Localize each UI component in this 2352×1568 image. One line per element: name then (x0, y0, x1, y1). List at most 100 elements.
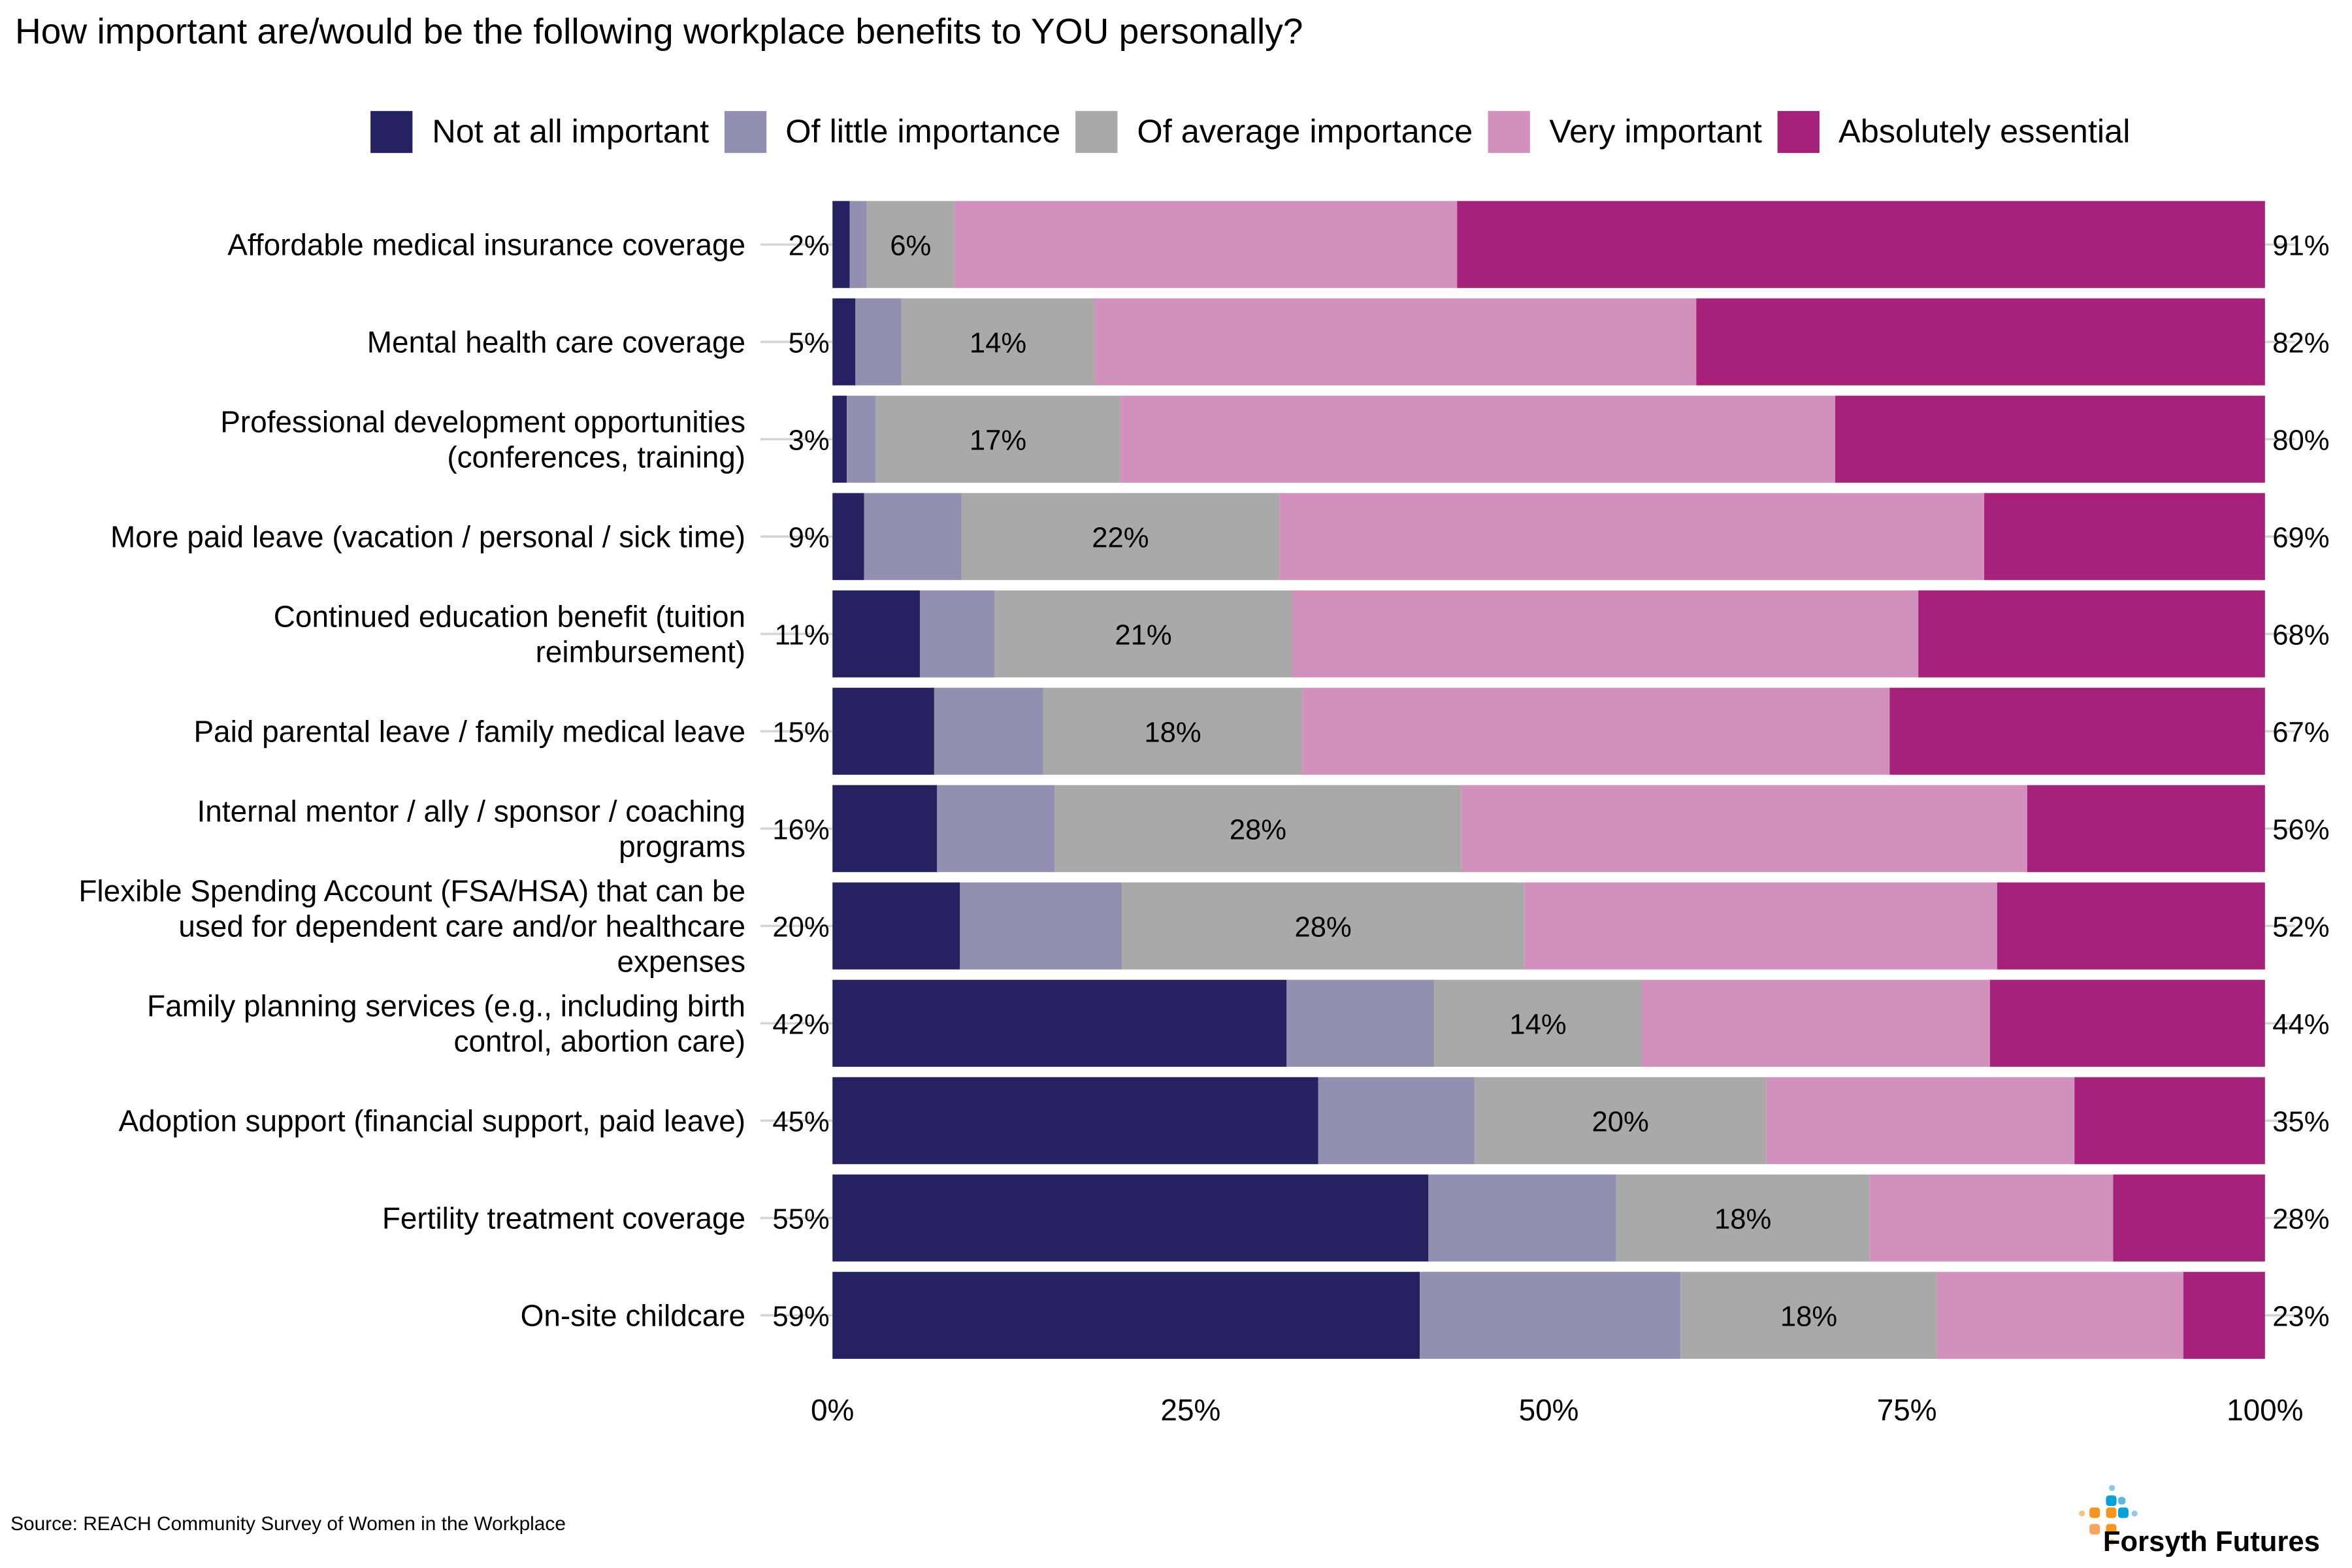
y-axis-category-label: programs (619, 829, 745, 863)
data-label-left-total: 3% (789, 425, 830, 456)
y-axis-category-label: Continued education benefit (tuition (274, 599, 745, 633)
bar-segment-not-at-all-important (832, 395, 847, 483)
bar-segment-of-average-importance (866, 201, 955, 288)
data-label-right-total: 91% (2272, 230, 2329, 261)
x-axis-tick-label: 50% (1519, 1393, 1579, 1427)
data-label-average: 28% (1295, 911, 1352, 943)
bar-segment-of-little-importance (937, 785, 1055, 872)
data-label-average: 14% (970, 327, 1026, 359)
data-label-left-total: 45% (772, 1106, 829, 1137)
y-axis-category-label: expenses (617, 944, 746, 978)
bar-segment-of-little-importance (1286, 979, 1435, 1067)
bar-segment-of-little-importance (1318, 1077, 1475, 1164)
legend-item-not-at-all-important: Not at all important (370, 110, 709, 154)
data-label-left-total: 55% (772, 1203, 829, 1235)
forsyth-futures-logo: Forsyth Futures (2076, 1482, 2352, 1566)
legend-label: Very important (1549, 112, 1762, 150)
data-label-left-total: 59% (772, 1301, 829, 1332)
data-label-average: 18% (1780, 1301, 1837, 1332)
data-label-right-total: 80% (2272, 425, 2329, 456)
logo-dot (2106, 1507, 2117, 1518)
logo-dot (2089, 1524, 2100, 1535)
bar-segment-of-little-importance (960, 882, 1122, 970)
bar-segment-very-important (1642, 979, 1990, 1067)
data-label-left-total: 20% (772, 911, 829, 943)
bar-segment-of-little-importance (919, 590, 994, 678)
data-label-average: 14% (1509, 1009, 1566, 1040)
data-label-left-total: 11% (775, 619, 830, 651)
bar-segment-not-at-all-important (832, 785, 938, 872)
data-label-right-total: 82% (2272, 327, 2329, 359)
bar-segment-of-average-importance (1054, 785, 1462, 872)
data-label-right-total: 28% (2272, 1203, 2329, 1235)
y-axis-category-label: Paid parental leave / family medical lea… (193, 714, 745, 748)
bar-segment-very-important (1524, 882, 1997, 970)
bar-segment-of-average-importance (1043, 687, 1303, 775)
bar-segment-of-average-importance (1680, 1271, 1937, 1359)
bar-segment-very-important (1766, 1077, 2075, 1164)
bar-segment-of-average-importance (1122, 882, 1525, 970)
bar-segment-of-little-importance (1428, 1174, 1616, 1262)
logo-dot (2117, 1497, 2126, 1505)
data-label-average: 21% (1115, 619, 1171, 651)
x-axis-tick-label: 100% (2227, 1393, 2303, 1427)
bar-segment-absolutely-essential (1696, 298, 2265, 385)
chart-title: How important are/would be the following… (14, 12, 1303, 53)
bar-segment-absolutely-essential (1989, 979, 2265, 1067)
x-axis-tick-label: 75% (1877, 1393, 1937, 1427)
legend-swatch (724, 110, 766, 154)
source-note: Source: REACH Community Survey of Women … (10, 1512, 566, 1535)
legend-item-absolutely-essential: Absolutely essential (1776, 110, 2130, 154)
y-axis-category-label: Mental health care coverage (367, 325, 745, 359)
data-label-left-total: 16% (772, 814, 829, 845)
legend-swatch (370, 110, 413, 154)
bar-segment-not-at-all-important (832, 882, 960, 970)
data-label-right-total: 52% (2272, 911, 2329, 943)
x-axis-tick-label: 25% (1160, 1393, 1220, 1427)
bar-segment-absolutely-essential (2113, 1174, 2265, 1262)
data-label-left-total: 2% (789, 230, 830, 261)
bar-segment-absolutely-essential (1997, 882, 2265, 970)
bar-segment-very-important (954, 201, 1458, 288)
bar-segment-of-little-importance (1420, 1271, 1681, 1359)
data-label-right-total: 35% (2272, 1106, 2329, 1137)
data-label-left-total: 15% (772, 717, 829, 748)
data-label-right-total: 56% (2272, 814, 2329, 845)
bar-segment-absolutely-essential (2027, 785, 2265, 872)
data-label-right-total: 69% (2272, 522, 2329, 553)
data-label-left-total: 9% (789, 522, 830, 553)
bar-segment-absolutely-essential (1889, 687, 2265, 775)
data-label-left-total: 5% (789, 327, 830, 359)
logo-dot (2117, 1507, 2129, 1518)
legend-swatch (1776, 110, 1820, 154)
bar-segment-very-important (1302, 687, 1890, 775)
y-axis-category-label: Flexible Spending Account (FSA/HSA) that… (78, 874, 745, 907)
bar-segment-not-at-all-important (832, 687, 934, 775)
data-label-average: 22% (1092, 522, 1149, 553)
bar-segment-absolutely-essential (1984, 493, 2265, 580)
bar-segment-of-little-importance (934, 687, 1043, 775)
y-axis-category-label: More paid leave (vacation / personal / s… (110, 519, 745, 553)
legend-swatch (1488, 110, 1530, 154)
y-axis-category-label: On-site childcare (521, 1298, 745, 1332)
legend-label: Of average importance (1137, 112, 1473, 150)
data-label-average: 18% (1144, 717, 1201, 748)
y-axis-category-label: reimbursement) (536, 634, 745, 668)
bar-segment-very-important (1279, 493, 1985, 580)
bar-segment-of-average-importance (1616, 1174, 1870, 1262)
bar-segment-not-at-all-important (832, 1077, 1318, 1164)
data-label-average: 17% (970, 425, 1026, 456)
legend-item-of-little-importance: Of little importance (724, 110, 1060, 154)
data-label-average: 6% (890, 230, 931, 261)
legend-item-of-average-importance: Of average importance (1075, 110, 1473, 154)
y-axis-category-label: Professional development opportunities (220, 404, 745, 438)
y-axis-category-label: Fertility treatment coverage (382, 1201, 745, 1235)
bar-segment-of-average-importance (875, 395, 1120, 483)
logo-dot (2106, 1495, 2117, 1507)
bar-segment-of-little-importance (855, 298, 902, 385)
bar-segment-very-important (1120, 395, 1836, 483)
data-label-left-total: 42% (772, 1009, 829, 1040)
bar-segment-not-at-all-important (832, 201, 850, 288)
bar-segment-of-average-importance (1474, 1077, 1767, 1164)
